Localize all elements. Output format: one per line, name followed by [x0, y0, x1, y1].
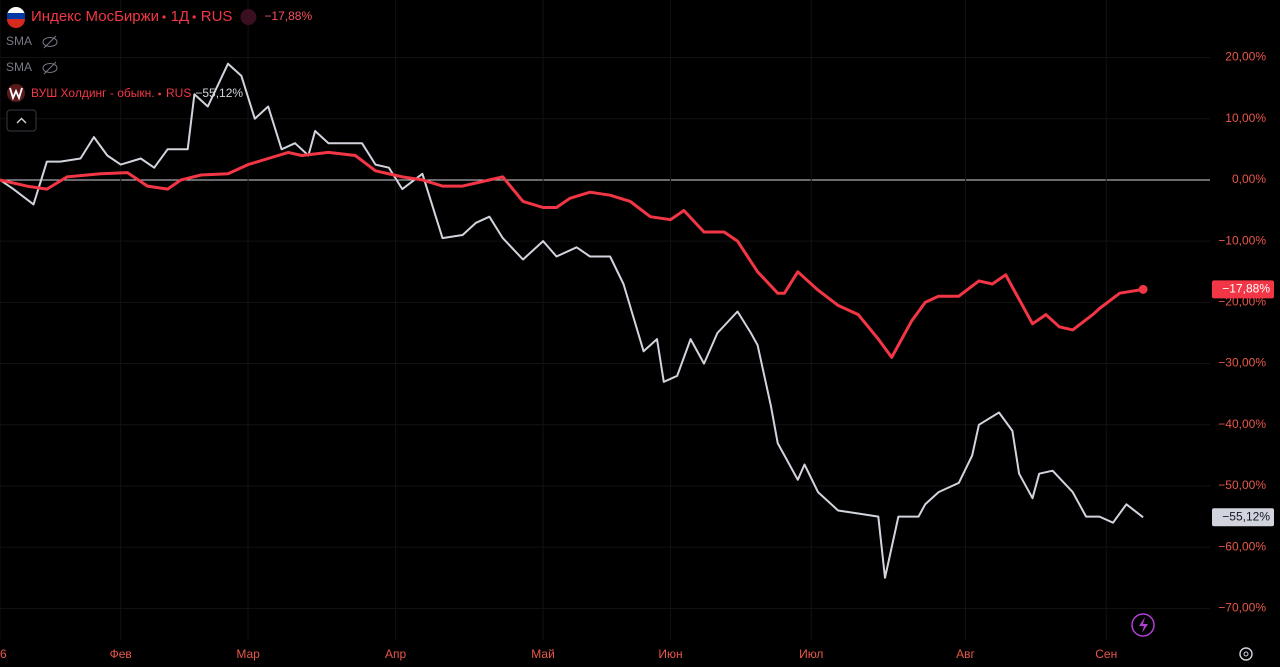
x-tick-label: Фев — [110, 647, 132, 661]
legend: Индекс МосБиржи 1Д RUS −17,88% SMA SMA В… — [6, 7, 312, 132]
price-badge — [1212, 280, 1274, 299]
change: −55,12% — [195, 86, 243, 100]
interval[interactable]: 1Д — [171, 8, 190, 25]
price-badge-label: −17,88% — [1222, 282, 1270, 296]
y-tick-label: 20,00% — [1225, 50, 1266, 64]
collapse-button[interactable] — [6, 109, 37, 132]
y-tick-label: −30,00% — [1218, 356, 1266, 370]
separator — [158, 92, 162, 96]
x-tick-label: Май — [531, 647, 555, 661]
collapse-icon — [16, 117, 27, 124]
compare-symbol[interactable]: ВУШ Холдинг - обыкн. — [31, 86, 155, 100]
series-line — [0, 62, 1144, 579]
x-tick-label: Сен — [1095, 647, 1117, 661]
indicator-name[interactable]: SMA — [6, 34, 32, 48]
plot — [0, 62, 1148, 579]
separator — [162, 15, 166, 19]
x-tick-label: Июл — [799, 647, 823, 661]
compare-icon[interactable] — [240, 9, 257, 25]
hide-icon[interactable] — [42, 61, 58, 75]
lightning-button[interactable] — [1131, 613, 1155, 637]
axes: 20,00%10,00%0,00%−10,00%−20,00%−30,00%−4… — [0, 50, 1274, 661]
y-tick-label: 0,00% — [1232, 172, 1266, 186]
hide-icon[interactable] — [42, 35, 58, 49]
price-badge-label: −55,12% — [1222, 509, 1270, 523]
y-tick-label: −50,00% — [1218, 478, 1266, 492]
x-tick-label: Мар — [236, 647, 260, 661]
price-badge — [1212, 508, 1274, 527]
quick-action[interactable] — [1131, 613, 1155, 637]
flag-icon — [7, 19, 25, 28]
y-tick-label: −40,00% — [1218, 417, 1266, 431]
grid — [0, 0, 1210, 640]
symbol-name[interactable]: Индекс МосБиржи — [31, 8, 159, 25]
y-tick-label: −70,00% — [1218, 601, 1266, 615]
change: −17,88% — [264, 9, 312, 23]
series-line — [0, 150, 1144, 359]
exchange: RUS — [201, 8, 233, 25]
separator — [192, 15, 196, 19]
symbol-logo — [9, 87, 23, 101]
lightning-icon — [1139, 617, 1148, 633]
y-tick-label: −10,00% — [1218, 233, 1266, 247]
x-tick-label: Апр — [385, 647, 407, 661]
x-tick-label: Июн — [658, 647, 682, 661]
x-tick-label: Авг — [956, 647, 975, 661]
indicator-name[interactable]: SMA — [6, 60, 32, 74]
y-tick-label: 10,00% — [1225, 111, 1266, 125]
settings-button[interactable] — [1239, 647, 1253, 661]
last-point — [1138, 284, 1148, 294]
settings-icon — [1243, 651, 1249, 657]
flag-icon — [7, 13, 25, 19]
y-tick-label: −60,00% — [1218, 539, 1266, 553]
exchange: RUS — [166, 86, 191, 100]
settings-icon — [1239, 647, 1253, 661]
x-tick-label: 26 — [0, 647, 7, 661]
